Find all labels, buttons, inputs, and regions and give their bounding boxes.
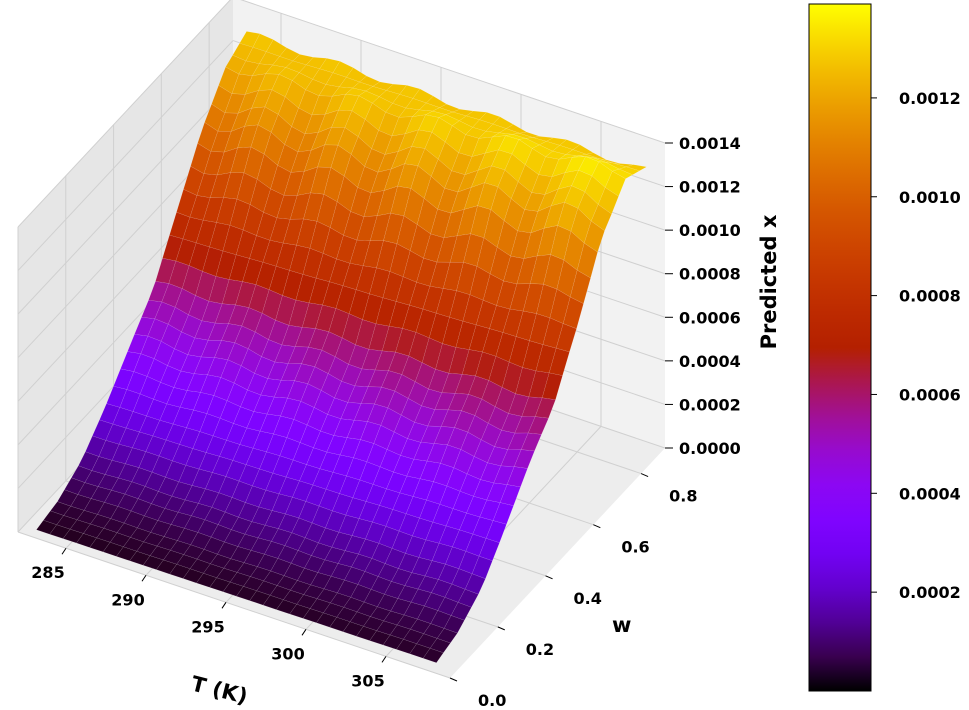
y-tick-mark <box>593 524 601 529</box>
colorbar-tick-label: 0.0004 <box>899 484 961 503</box>
z-tick-label: 0.0014 <box>679 134 741 153</box>
y-tick-label: 0.6 <box>621 538 649 557</box>
surface-facet <box>464 573 486 595</box>
x-tick-mark <box>381 656 387 663</box>
y-axis-label: w <box>612 613 631 637</box>
surface-facet <box>436 628 458 644</box>
colorbar-tick-label: 0.0010 <box>899 188 961 207</box>
y-tick-label: 0.0 <box>478 691 506 710</box>
z-tick-label: 0.0012 <box>679 178 741 197</box>
surface-facet <box>562 296 584 330</box>
colorbar-tick-label: 0.0012 <box>899 89 961 108</box>
colorbar-tick-label: 0.0002 <box>899 583 961 602</box>
surface-facet <box>429 638 451 654</box>
surface-facet <box>520 432 542 452</box>
x-tick-label: 285 <box>31 563 64 582</box>
surface-facet <box>527 416 549 435</box>
x-tick-mark <box>61 547 67 555</box>
x-tick-mark <box>141 574 147 582</box>
grid-line <box>17 531 451 679</box>
y-tick-label: 0.8 <box>669 487 697 506</box>
axis-ticks: 285 290 295 300 305 0.0 0.2 0.4 0.6 0.8 0.0000 0.00… <box>31 134 740 710</box>
z-tick-label: 0.0000 <box>679 439 741 458</box>
grid-line <box>17 40 234 271</box>
x-axis-label: T (K) <box>189 672 250 709</box>
z-tick-label: 0.0002 <box>679 395 741 414</box>
colorbar-tick-label: 0.0008 <box>899 287 961 306</box>
surface-facet <box>443 615 465 634</box>
left-pane <box>18 0 233 532</box>
y-tick-label: 0.2 <box>526 640 554 659</box>
surface-facet <box>471 555 493 580</box>
surface-facet <box>569 269 591 304</box>
x-tick-mark <box>221 602 227 609</box>
z-tick-label: 0.0010 <box>679 221 741 240</box>
y-tick-mark <box>545 575 553 580</box>
z-axis-label: Predicted x <box>757 214 781 349</box>
y-tick-mark <box>497 626 505 631</box>
y-tick-mark <box>640 473 649 478</box>
z-tick-label: 0.0006 <box>679 308 741 327</box>
surface-mesh <box>35 31 648 663</box>
y-tick-mark <box>449 677 458 682</box>
colorbar <box>808 3 872 692</box>
colorbar-ticks: 0.0002 0.0004 0.0006 0.0008 0.0010 0.0012 <box>871 89 961 602</box>
surface-facet <box>555 323 577 353</box>
y-tick-label: 0.4 <box>574 589 602 608</box>
grid-line <box>17 0 231 228</box>
x-tick-label: 290 <box>111 590 144 609</box>
grid-line <box>17 83 234 315</box>
surface-facet <box>478 538 500 562</box>
x-tick-label: 305 <box>351 671 384 690</box>
x-tick-label: 300 <box>271 644 304 663</box>
z-tick-label: 0.0008 <box>679 265 741 284</box>
x-tick-label: 295 <box>191 617 224 636</box>
grid-line <box>240 0 666 144</box>
colorbar-tick-label: 0.0006 <box>899 385 961 404</box>
x-tick-mark <box>301 629 307 636</box>
z-tick-label: 0.0004 <box>679 352 741 371</box>
surface-facet <box>422 648 444 663</box>
surface-facet <box>485 520 507 544</box>
